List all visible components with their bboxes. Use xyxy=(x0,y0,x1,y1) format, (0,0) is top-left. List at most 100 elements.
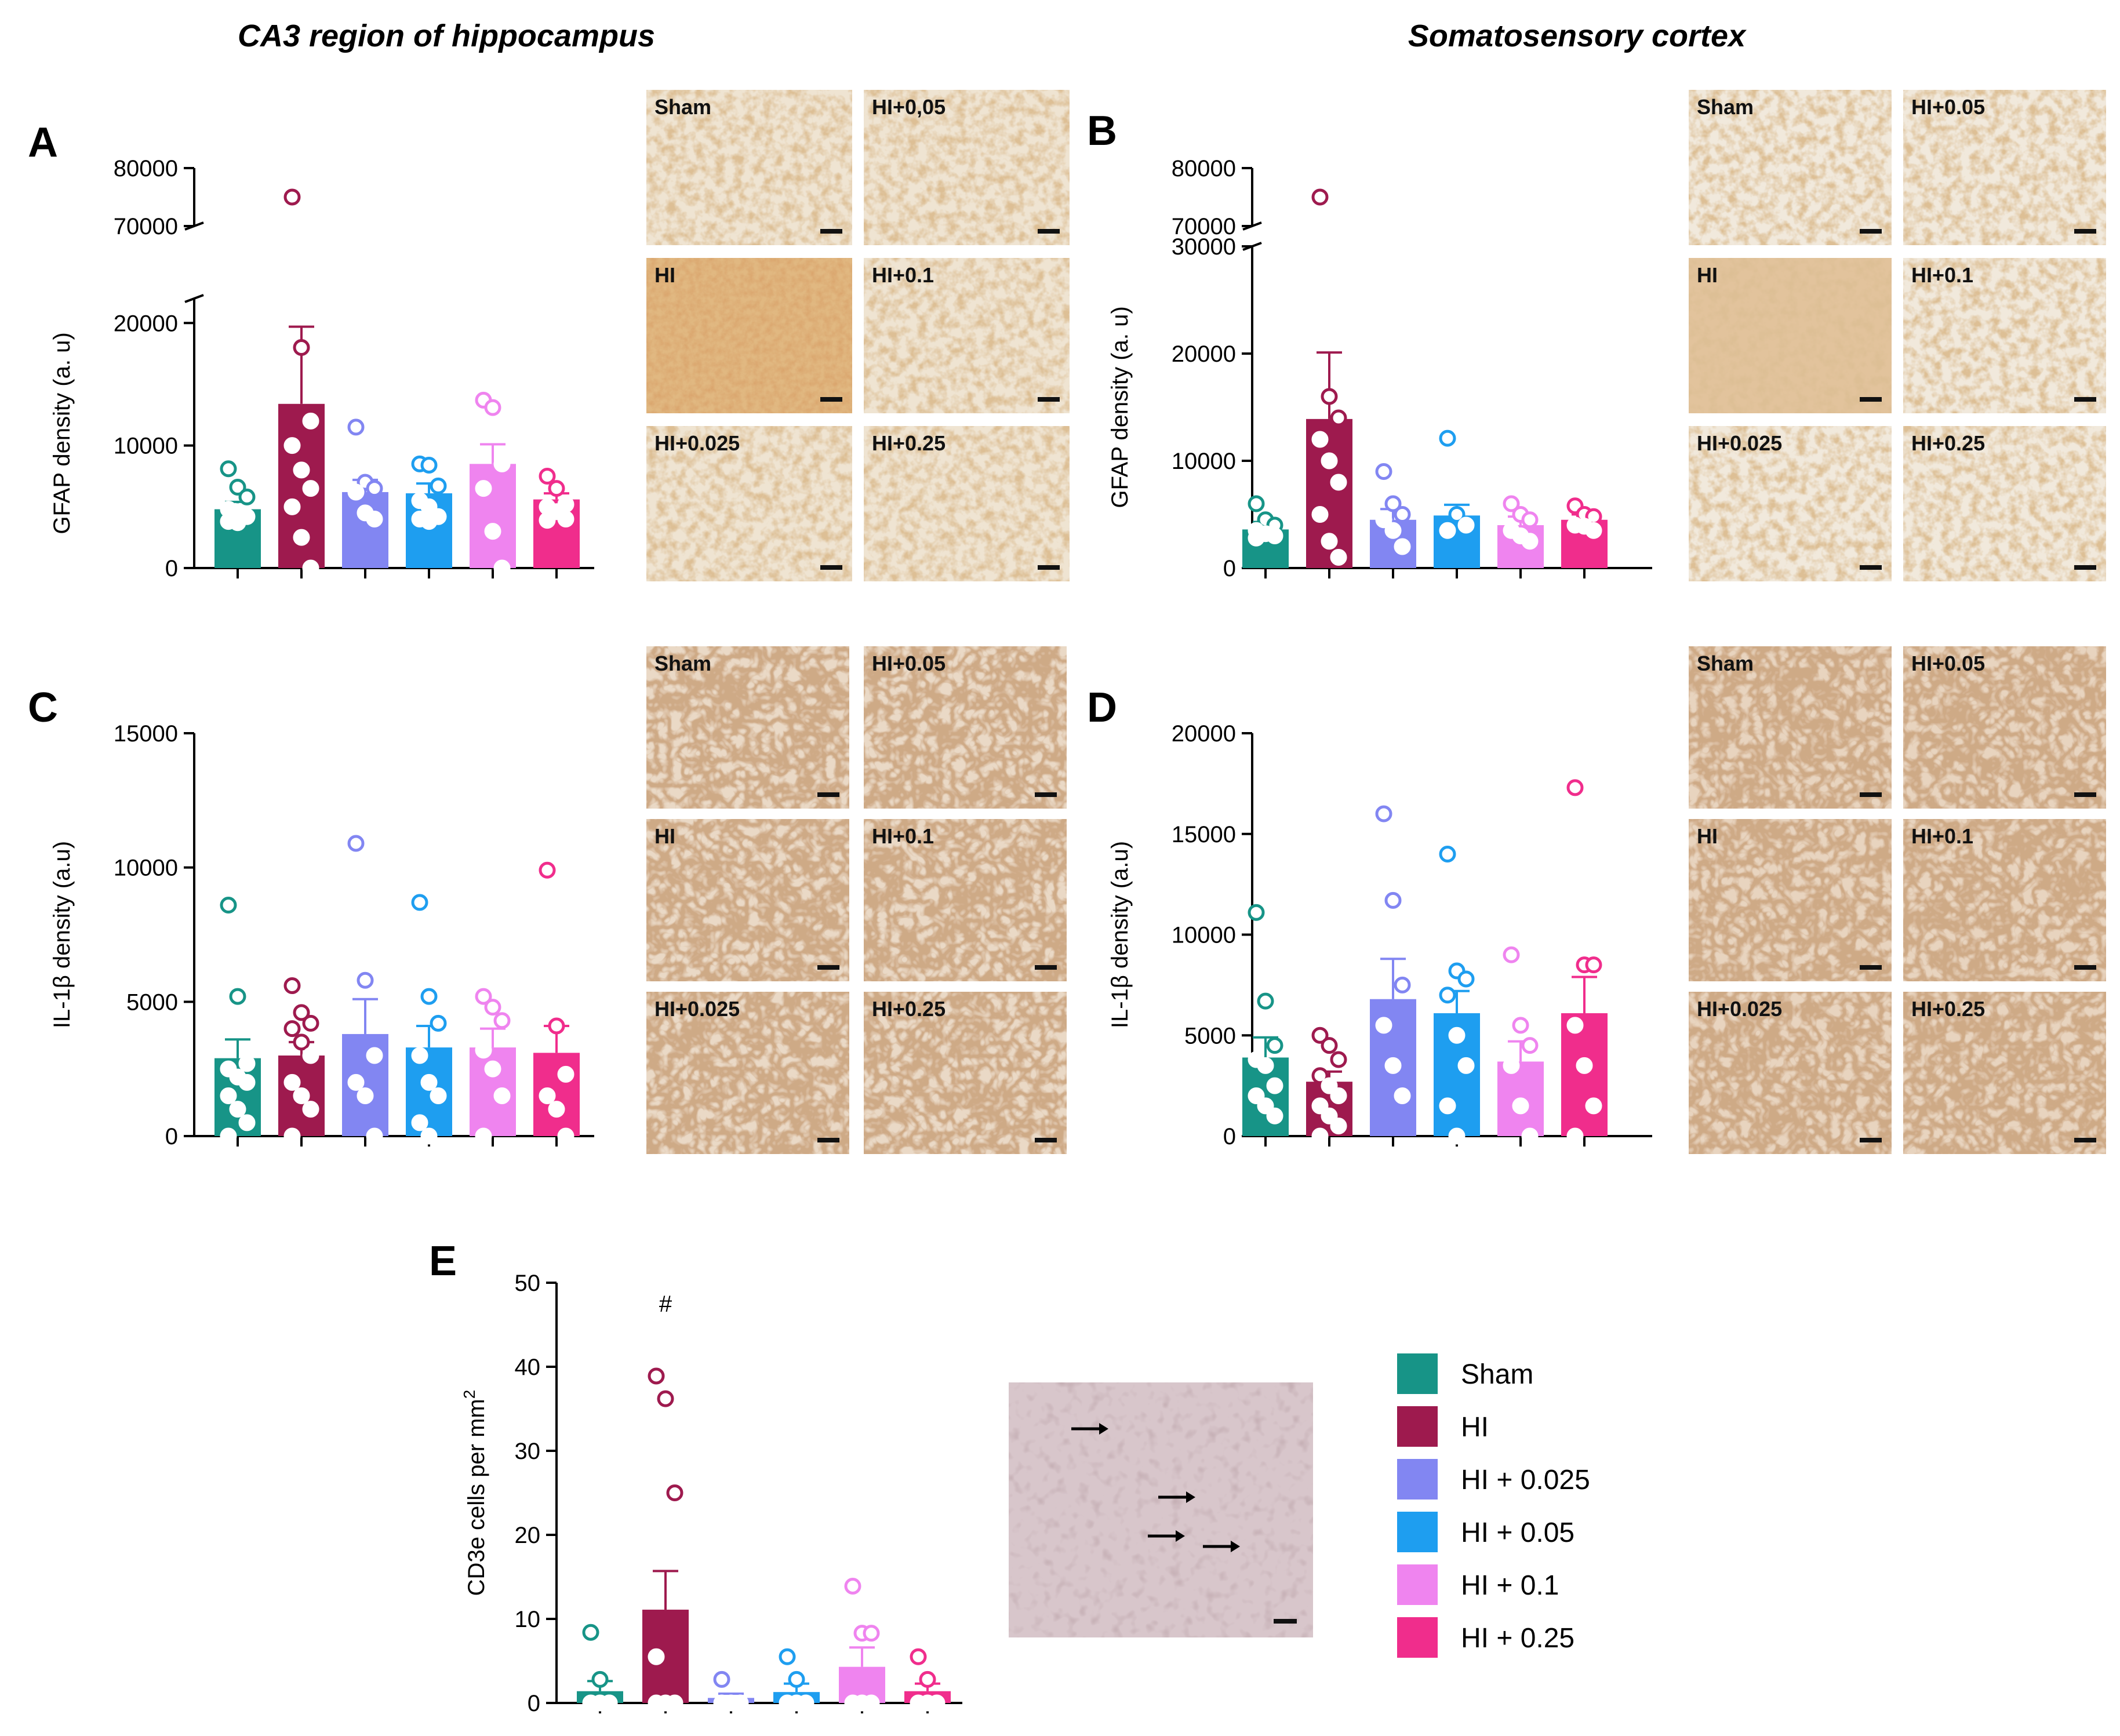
micrograph-label: HI xyxy=(654,263,675,287)
data-point xyxy=(493,1087,511,1104)
micrograph-tile: HI xyxy=(1689,819,1892,981)
header-left: CA3 region of hippocampus xyxy=(238,19,655,53)
data-point xyxy=(844,1577,861,1595)
data-point xyxy=(548,480,565,497)
micrograph-label: Sham xyxy=(654,652,711,675)
data-point xyxy=(1266,527,1283,544)
data-point xyxy=(1448,1127,1466,1145)
data-point xyxy=(1521,1127,1539,1145)
data-point xyxy=(732,1694,749,1712)
data-point xyxy=(293,1033,310,1051)
y-tick-label: 30 xyxy=(515,1439,541,1464)
data-point xyxy=(293,339,310,356)
micrograph-label: HI+0.025 xyxy=(654,431,740,455)
arrow-icon xyxy=(1158,1491,1195,1503)
data-point xyxy=(1521,1037,1539,1054)
y-tick-label: 20000 xyxy=(114,311,178,336)
legend-swatch xyxy=(1397,1512,1438,1552)
micrograph-label: HI+0.1 xyxy=(872,263,934,287)
scale-bar xyxy=(1035,1138,1057,1142)
data-point xyxy=(666,1484,683,1501)
legend-label: HI + 0.25 xyxy=(1461,1623,1574,1654)
scale-bar xyxy=(820,565,842,570)
data-point xyxy=(657,1390,674,1407)
scale-bar xyxy=(1038,229,1060,234)
scale-bar xyxy=(1860,397,1882,402)
micrograph-texture xyxy=(864,426,1070,581)
data-point xyxy=(357,1087,374,1104)
micrograph-tile: Sham xyxy=(1689,90,1892,245)
legend-swatch xyxy=(1397,1459,1438,1500)
data-point xyxy=(1257,1057,1274,1074)
y-tick-label: 30000 xyxy=(1172,234,1236,260)
data-point xyxy=(1384,1057,1402,1074)
arrow-icon xyxy=(1203,1541,1240,1552)
micrograph-texture xyxy=(646,992,849,1154)
data-point xyxy=(1394,538,1411,555)
data-point xyxy=(1321,1037,1338,1054)
data-point xyxy=(557,1065,574,1083)
micrograph-tile: HI+0.025 xyxy=(1689,992,1892,1154)
scale-bar xyxy=(1035,792,1057,797)
data-point xyxy=(788,1694,805,1712)
data-point xyxy=(283,437,301,454)
micrograph-cd3e xyxy=(1009,1382,1313,1637)
data-point xyxy=(302,1101,319,1118)
micrograph-texture xyxy=(1689,992,1892,1154)
data-point xyxy=(366,1047,383,1064)
significance-mark: # xyxy=(659,1291,672,1317)
micrograph-label: HI+0.1 xyxy=(1911,263,1973,287)
data-point xyxy=(411,894,428,911)
micrograph-label: HI xyxy=(1697,824,1718,848)
data-point xyxy=(557,1127,574,1145)
data-point xyxy=(475,1127,492,1145)
y-axis-label: GFAP density (a. u) xyxy=(49,332,75,534)
micrograph-label: HI+0.05 xyxy=(872,652,946,675)
micrograph-texture xyxy=(646,819,849,981)
data-point xyxy=(910,1648,927,1665)
data-point xyxy=(1457,516,1475,534)
data-point xyxy=(1311,1067,1329,1084)
micrograph-tile: HI+0.1 xyxy=(864,258,1070,413)
scale-bar xyxy=(2074,792,2096,797)
micrograph-texture xyxy=(864,258,1070,413)
micrograph-tile: HI+0.25 xyxy=(864,992,1067,1154)
y-axis-label: IL-1β density (a.u) xyxy=(49,841,75,1028)
micrograph-tile: HI+0.25 xyxy=(864,426,1070,581)
panel-letter-e: E xyxy=(429,1238,457,1284)
micrographs-il1b-ca3: Sham HI+0.05 HI HI+0.1 HI+0.025 HI+0.25 xyxy=(646,646,1067,1154)
y-axis-label-superscript: 2 xyxy=(460,1390,478,1399)
data-point xyxy=(1330,409,1347,427)
data-point xyxy=(1330,1118,1347,1135)
data-point xyxy=(1512,1017,1529,1034)
legend-item: Sham xyxy=(1397,1353,1533,1394)
data-point xyxy=(1321,533,1338,550)
data-point xyxy=(1248,1087,1265,1104)
data-point xyxy=(1439,846,1456,862)
micrograph-tile: HI+0.1 xyxy=(1903,819,2106,981)
micrograph-texture xyxy=(864,819,1067,981)
arrow-icon xyxy=(1148,1530,1185,1542)
micrograph-texture xyxy=(864,992,1067,1154)
data-point xyxy=(484,399,501,416)
data-point xyxy=(411,1047,428,1064)
y-tick-label: 0 xyxy=(165,1124,178,1149)
data-point xyxy=(302,412,319,430)
data-point xyxy=(430,477,447,494)
data-point xyxy=(1248,904,1265,921)
data-point xyxy=(484,999,501,1016)
micrograph-label: HI+0,05 xyxy=(872,95,946,119)
micrograph-texture xyxy=(646,90,852,245)
y-tick-label: 80000 xyxy=(1172,156,1236,181)
y-tick-label: 10000 xyxy=(114,856,178,881)
data-point xyxy=(779,1648,796,1665)
data-point xyxy=(283,1073,301,1091)
micrograph-tile: HI+0.1 xyxy=(1903,258,2106,413)
data-point xyxy=(1394,506,1411,523)
data-point xyxy=(1384,495,1402,512)
data-point xyxy=(220,897,237,914)
micrograph-label: Sham xyxy=(1697,652,1754,675)
scale-bar xyxy=(817,792,839,797)
data-point xyxy=(1321,452,1338,470)
